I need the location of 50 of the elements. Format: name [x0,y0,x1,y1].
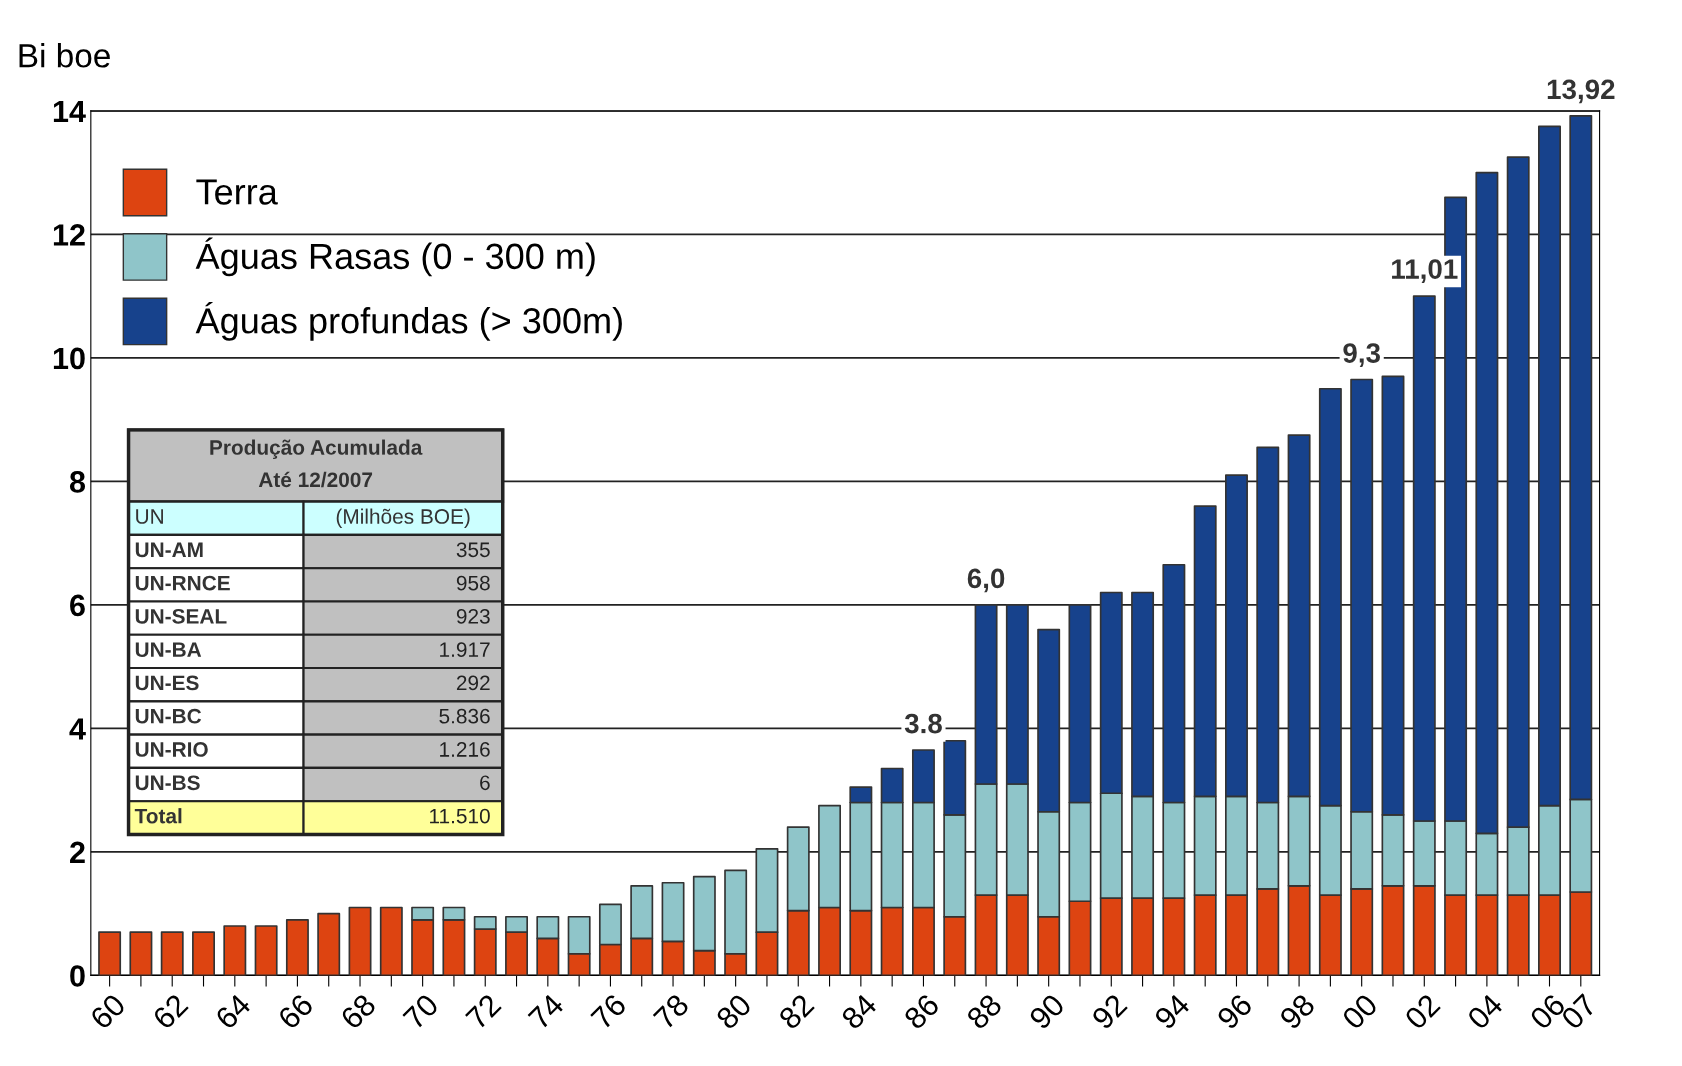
x-tick-label: 00 [1341,992,1379,1031]
annotation: 3.8 [904,713,942,734]
x-tick-label: 04 [1466,992,1505,1031]
x-tick-label: 66 [277,992,315,1031]
bar [160,931,184,976]
x-tick-label: 78 [652,992,690,1031]
y-tick-label: 12 [53,224,85,246]
legend-label: Águas Rasas (0 - 300 m) [195,237,595,277]
x-tick-label: 98 [1278,992,1316,1031]
x-tick-label: 64 [214,992,252,1031]
bar [98,931,122,976]
x-tick-label: 68 [339,992,377,1031]
bar [285,918,309,976]
x-tick-label: 94 [1153,992,1192,1031]
x-tick-label: 60 [89,992,127,1031]
y-tick-label: 10 [53,347,85,370]
bar [129,931,153,976]
y-tick-label: 0 [70,965,85,987]
x-tick-label: 92 [1090,993,1128,1031]
y-tick-label: 8 [69,471,86,493]
x-tick-label: 96 [1215,992,1254,1031]
x-tick-label: 70 [402,992,440,1031]
annotation: 11,01 [1392,259,1458,283]
x-tick-label: 74 [527,992,565,1030]
bar [254,925,278,976]
x-tick-label: 72 [464,993,502,1030]
y-tick-label: 2 [70,841,85,863]
x-tick-label: 90 [1028,992,1066,1031]
legend-label: Águas profundas (> 300m) [195,301,622,341]
x-tick-label: 88 [965,992,1003,1031]
annotation: 13,92 [1547,79,1615,104]
x-tick-label: 84 [840,992,879,1031]
bar [379,906,403,976]
annotation: 9,3 [1343,343,1380,367]
x-tick-label: 80 [715,992,753,1031]
bar [317,912,341,976]
x-tick-label: 76 [590,992,628,1031]
bar [348,906,372,976]
annotation: 6,0 [967,568,1005,593]
bar [223,925,247,976]
y-tick-label: 4 [69,718,86,740]
x-tick-label: 86 [902,992,941,1031]
y-axis-title: Bi boe [19,43,110,68]
y-tick-label: 14 [53,100,86,122]
x-tick-label: 62 [151,993,189,1031]
y-tick-label: 6 [70,594,85,617]
x-tick-label: 02 [1403,993,1442,1031]
x-tick-label: 82 [777,993,815,1031]
bar [192,931,215,976]
legend-label: Terra [196,179,278,205]
